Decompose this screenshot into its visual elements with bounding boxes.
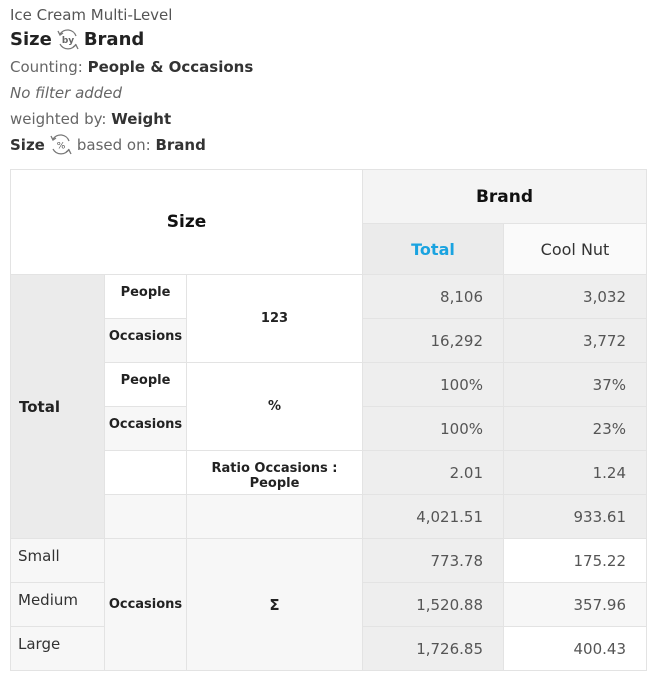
percent-row-variable[interactable]: Size — [10, 136, 45, 154]
cell-value: 175.22 — [503, 538, 647, 583]
row-label-medium[interactable]: Medium — [10, 582, 105, 627]
cell-value: 8,106 — [362, 274, 504, 319]
row-variable-header[interactable]: Size — [10, 169, 363, 275]
report-title: Ice Cream Multi-Level — [10, 6, 173, 24]
table-row: Large 1,726.85 400.43 — [10, 626, 647, 671]
weighted-label: weighted by: — [10, 110, 107, 128]
measure-ratio: Ratio Occasions : People — [186, 450, 363, 495]
sub-label-occasions: Occasions — [104, 318, 187, 363]
cell-value: 1,726.85 — [362, 626, 504, 671]
table-row: People % 100% 37% — [11, 362, 647, 451]
cell-value: 100% — [362, 406, 504, 451]
row-label-total[interactable]: Total — [10, 274, 105, 539]
percent-cycle-icon[interactable]: % — [48, 133, 74, 157]
by-cycle-icon[interactable]: by — [55, 28, 81, 52]
column-variable[interactable]: Brand — [83, 29, 145, 50]
cell-value: 23% — [503, 406, 647, 451]
weight-value[interactable]: Weight — [111, 110, 172, 128]
sub-label-empty — [104, 494, 187, 539]
measure-percent: % — [186, 362, 363, 451]
based-on-value[interactable]: Brand — [155, 136, 206, 154]
cell-value: 100% — [362, 362, 504, 407]
crosstab-table: Size Brand Total Cool Nut Total People 1… — [10, 169, 647, 671]
column-header-total[interactable]: Total — [362, 223, 504, 275]
table-row: Ratio Occasions : People 2.01 1.24 — [11, 450, 647, 495]
counting-line: Counting: People & Occasions — [10, 54, 253, 80]
filter-status[interactable]: No filter added — [10, 84, 123, 102]
cell-value: 773.78 — [362, 538, 504, 583]
table-row: Occasions 100% 23% — [11, 406, 647, 451]
report-header: Ice Cream Multi-Level Size by Brand Coun… — [10, 4, 253, 158]
table-row: Total People 123 8,106 3,032 — [10, 274, 647, 539]
cell-value: 4,021.51 — [362, 494, 504, 539]
weight-line: weighted by: Weight — [10, 106, 253, 132]
measure-sum: Σ — [186, 538, 363, 671]
cell-value: 357.96 — [503, 582, 647, 627]
cell-value: 400.43 — [503, 626, 647, 671]
crosstab-definition: Size by Brand — [10, 26, 253, 54]
table-row: 4,021.51 933.61 — [11, 494, 647, 539]
measure-count: 123 — [186, 274, 363, 363]
cell-value: 3,772 — [503, 318, 647, 363]
cell-value: 16,292 — [362, 318, 504, 363]
table-row: Small Occasions Σ 773.78 175.22 — [10, 538, 647, 671]
cell-value: 933.61 — [503, 494, 647, 539]
sub-label-empty — [104, 450, 187, 495]
percent-base-line: Size % based on: Brand — [10, 132, 253, 158]
row-variable[interactable]: Size — [10, 29, 52, 50]
cell-value: 2.01 — [362, 450, 504, 495]
based-on-label: based on: — [76, 136, 151, 154]
column-header-cool-nut[interactable]: Cool Nut — [503, 223, 647, 275]
table-row: Medium 1,520.88 357.96 — [10, 582, 647, 627]
cell-value: 1.24 — [503, 450, 647, 495]
sub-label-people: People — [104, 362, 187, 407]
counting-value[interactable]: People & Occasions — [87, 58, 254, 76]
svg-text:%: % — [57, 142, 66, 152]
svg-text:by: by — [62, 36, 74, 46]
measure-empty — [186, 494, 363, 539]
row-label-large[interactable]: Large — [10, 626, 105, 671]
cell-value: 3,032 — [503, 274, 647, 319]
counting-label: Counting: — [10, 58, 83, 76]
row-label-small[interactable]: Small — [10, 538, 105, 583]
table-row: Occasions 16,292 3,772 — [11, 318, 647, 363]
cell-value: 1,520.88 — [362, 582, 504, 627]
column-group-header[interactable]: Brand — [362, 169, 647, 224]
sub-label-people: People — [104, 274, 187, 319]
cell-value: 37% — [503, 362, 647, 407]
sub-label-occasions: Occasions — [104, 538, 187, 671]
sub-label-occasions: Occasions — [104, 406, 187, 451]
